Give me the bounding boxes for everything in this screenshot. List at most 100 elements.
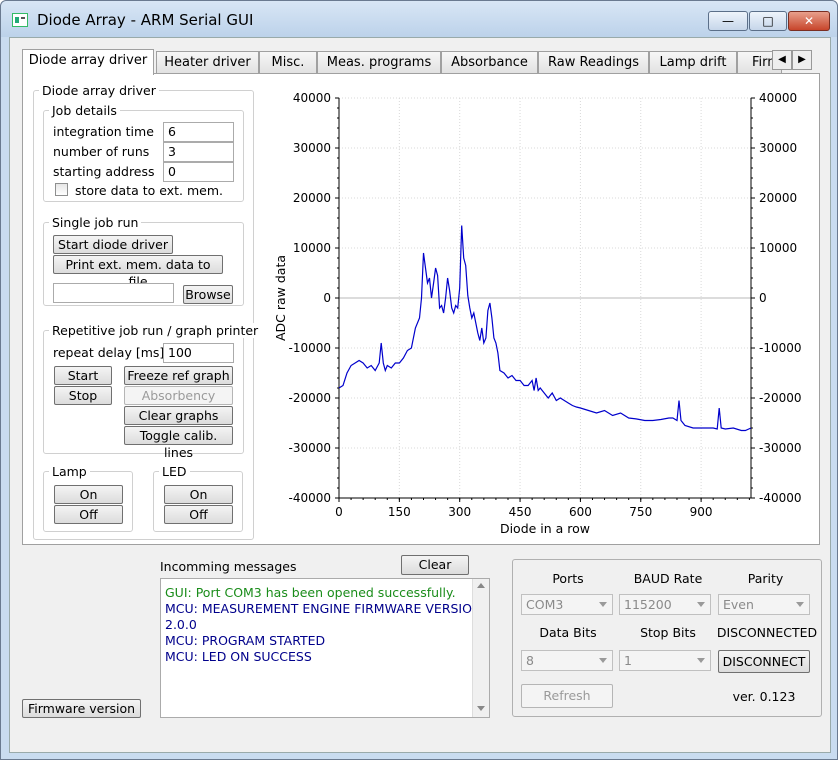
ports-select[interactable]: COM3: [521, 594, 613, 615]
led-off-button[interactable]: Off: [164, 505, 233, 524]
chevron-left-icon: ◀: [778, 54, 786, 65]
y-tick-label: 10000: [293, 241, 331, 255]
ports-label: Ports: [552, 571, 584, 586]
y-tick-label-right: -10000: [759, 341, 802, 355]
number-of-runs-input[interactable]: 3: [163, 142, 234, 162]
scroll-up-icon[interactable]: [477, 583, 485, 588]
close-button[interactable]: ✕: [788, 11, 830, 31]
led-on-button[interactable]: On: [164, 485, 233, 504]
y-tick-label-right: 40000: [759, 91, 797, 105]
repeat-start-button[interactable]: Start: [54, 366, 112, 385]
browse-button[interactable]: Browse: [183, 285, 233, 304]
tab-heater-driver[interactable]: Heater driver: [156, 51, 259, 73]
serial-settings-panel: Ports BAUD Rate Parity COM3 115200 Even …: [512, 559, 822, 717]
y-tick-label: -40000: [288, 491, 331, 505]
parity-select[interactable]: Even: [718, 594, 810, 615]
repeat-stop-button[interactable]: Stop: [54, 386, 112, 405]
freeze-ref-graph-button[interactable]: Freeze ref graph: [124, 366, 233, 385]
parity-label: Parity: [747, 571, 784, 586]
message-line: MCU: MEASUREMENT ENGINE FIRMWARE VERSION…: [165, 601, 486, 616]
x-tick-label: 300: [448, 505, 471, 519]
file-path-input[interactable]: [53, 283, 174, 303]
print-ext-mem-button[interactable]: Print ext. mem. data to file: [53, 255, 223, 289]
lamp-on-button[interactable]: On: [54, 485, 123, 504]
stop-bits-select[interactable]: 1: [619, 650, 711, 671]
tab-meas-programs[interactable]: Meas. programs: [317, 51, 441, 73]
tab-label: Absorbance: [451, 55, 528, 70]
chevron-down-icon: [697, 658, 705, 663]
baud-rate-label: BAUD Rate: [633, 571, 703, 586]
y-tick-label-right: 0: [759, 291, 767, 305]
tab-label: Misc.: [271, 55, 305, 70]
clear-graphs-button[interactable]: Clear graphs: [124, 406, 233, 425]
tab-lamp-drift[interactable]: Lamp drift: [649, 51, 737, 73]
led-title: LED: [159, 464, 190, 479]
tab-scroll-left-button[interactable]: ◀: [772, 50, 792, 70]
chevron-right-icon: ▶: [798, 54, 806, 65]
y-tick-label-right: -30000: [759, 441, 802, 455]
y-tick-label: 40000: [293, 91, 331, 105]
y-tick-label-right: 10000: [759, 241, 797, 255]
chevron-down-icon: [599, 658, 607, 663]
tab-raw-readings[interactable]: Raw Readings: [538, 51, 649, 73]
tab-scroll-right-button[interactable]: ▶: [792, 50, 812, 70]
tab-label: Diode array driver: [28, 53, 148, 68]
clear-messages-button[interactable]: Clear: [401, 555, 469, 575]
stop-bits-value: 1: [624, 653, 632, 668]
x-tick-label: 150: [388, 505, 411, 519]
start-diode-driver-button[interactable]: Start diode driver: [53, 235, 173, 254]
chevron-down-icon: [697, 602, 705, 607]
refresh-button[interactable]: Refresh: [521, 684, 613, 708]
app-icon: [12, 13, 28, 27]
tab-absorbance[interactable]: Absorbance: [441, 51, 538, 73]
minimize-button[interactable]: —: [708, 11, 748, 31]
job-details-title: Job details: [49, 103, 120, 118]
message-line: MCU: PROGRAM STARTED: [165, 633, 326, 648]
data-bits-label: Data Bits: [539, 625, 597, 640]
lamp-title: Lamp: [49, 464, 90, 479]
tab-label: Meas. programs: [326, 55, 432, 70]
data-bits-value: 8: [526, 653, 534, 668]
y-tick-label-right: 20000: [759, 191, 797, 205]
scroll-down-icon[interactable]: [477, 706, 485, 711]
y-axis-label: ADC raw data: [273, 255, 288, 341]
data-bits-select[interactable]: 8: [521, 650, 613, 671]
number-of-runs-label: number of runs: [53, 144, 150, 159]
x-tick-label: 450: [509, 505, 532, 519]
integration-time-label: integration time: [53, 124, 154, 139]
close-icon: ✕: [803, 14, 815, 28]
messages-log[interactable]: GUI: Port COM3 has been opened successfu…: [160, 578, 490, 718]
stop-bits-label: Stop Bits: [640, 625, 696, 640]
tab-diode-array-driver[interactable]: Diode array driver: [22, 49, 154, 75]
window-title: Diode Array - ARM Serial GUI: [37, 11, 254, 29]
y-tick-label-right: -20000: [759, 391, 802, 405]
ports-value: COM3: [526, 597, 564, 612]
absorbency-button[interactable]: Absorbency: [124, 386, 233, 405]
disconnect-button[interactable]: DISCONNECT: [718, 650, 810, 673]
lamp-off-button[interactable]: Off: [54, 505, 123, 524]
baud-rate-select[interactable]: 115200: [619, 594, 711, 615]
data-series-line: [338, 225, 752, 432]
y-tick-label: -10000: [288, 341, 331, 355]
y-tick-label-right: 30000: [759, 141, 797, 155]
firmware-version-button[interactable]: Firmware version: [22, 699, 141, 718]
starting-address-label: starting address: [53, 164, 155, 179]
repeat-delay-label: repeat delay [ms]: [53, 345, 165, 360]
maximize-button[interactable]: □: [749, 11, 787, 31]
starting-address-input[interactable]: 0: [163, 162, 234, 182]
tab-misc[interactable]: Misc.: [259, 51, 317, 73]
baud-rate-value: 115200: [624, 597, 672, 612]
parity-value: Even: [723, 597, 754, 612]
incoming-messages-title: Incomming messages: [160, 559, 297, 574]
tab-label: Lamp drift: [659, 55, 727, 70]
toggle-calib-lines-button[interactable]: Toggle calib. lines: [124, 426, 233, 460]
integration-time-input[interactable]: 6: [163, 122, 234, 142]
tab-label: Raw Readings: [547, 55, 640, 70]
repeat-delay-input[interactable]: 100: [163, 343, 234, 363]
message-line: MCU: LED ON SUCCESS: [165, 649, 312, 664]
minimize-icon: —: [722, 14, 734, 28]
messages-scrollbar[interactable]: [472, 579, 489, 717]
title-bar[interactable]: Diode Array - ARM Serial GUI — □ ✕: [1, 1, 837, 37]
store-data-checkbox[interactable]: [55, 183, 68, 196]
